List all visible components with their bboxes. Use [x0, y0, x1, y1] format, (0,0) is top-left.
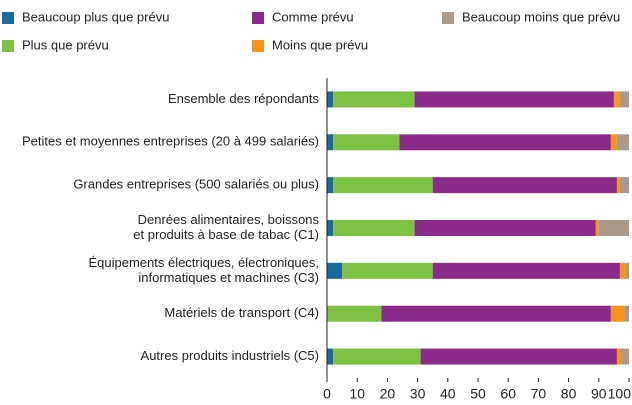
bar-segment: [621, 348, 629, 365]
y-tick-label: Petites et moyennes entreprises (20 à 49…: [22, 134, 319, 149]
bar-segment: [616, 348, 622, 365]
y-tick-label: Denrées alimentaires, boissons: [138, 212, 320, 227]
legend-swatch: [2, 12, 14, 24]
bar-segment: [625, 262, 629, 279]
legend-label: Beaucoup moins que prévu: [462, 9, 620, 24]
x-tick-label: 50: [470, 386, 486, 402]
bar-segment: [598, 220, 629, 236]
y-tick-label: Autres produits industriels (C5): [141, 348, 319, 363]
legend-swatch: [2, 40, 14, 52]
bar-segment: [613, 91, 620, 108]
x-tick-label: 90: [591, 386, 607, 402]
x-tick-label: 100: [608, 386, 632, 402]
x-tick-label: 0: [323, 386, 331, 402]
x-tick-label: 40: [440, 386, 456, 402]
legend-swatch: [252, 12, 264, 24]
bar-segment: [327, 220, 334, 236]
legend-label: Moins que prévu: [272, 37, 368, 52]
bar-segment: [333, 177, 433, 194]
bar-segment: [327, 305, 382, 322]
bar-segment: [595, 220, 599, 236]
bar-segment: [616, 134, 629, 151]
legend-swatch: [252, 40, 264, 52]
y-tick-label: Équipements électriques, électroniques,: [88, 255, 319, 270]
bar-segment: [327, 262, 343, 279]
bar-segment: [610, 305, 625, 322]
bar-segment: [333, 91, 415, 108]
bar-segment: [414, 91, 614, 108]
x-tick-label: 20: [380, 386, 396, 402]
bar-segment: [327, 91, 334, 108]
x-tick-label: 60: [500, 386, 516, 402]
bar-segment: [333, 348, 421, 365]
bar-segment: [619, 262, 626, 279]
bar-segment: [333, 220, 415, 236]
bar-segment: [327, 348, 334, 365]
bar-segment: [414, 220, 596, 236]
bar-segment: [619, 177, 629, 194]
bar-segment: [432, 177, 617, 194]
y-tick-label: Matériels de transport (C4): [164, 305, 319, 320]
bar-segment: [610, 134, 617, 151]
x-tick-label: 30: [410, 386, 426, 402]
bar-segment: [432, 262, 620, 279]
legend-label: Plus que prévu: [22, 37, 109, 52]
x-tick-label: 80: [561, 386, 577, 402]
bar-segment: [619, 91, 629, 108]
y-tick-label: informatiques et machines (C3): [138, 270, 319, 285]
x-tick-label: 70: [531, 386, 547, 402]
bar-segment: [616, 177, 620, 194]
bar-segment: [420, 348, 617, 365]
legend-label: Beaucoup plus que prévu: [22, 9, 169, 24]
y-tick-label: Grandes entreprises (500 salariés ou plu…: [73, 177, 319, 192]
x-tick-label: 10: [349, 386, 365, 402]
y-tick-label: Ensemble des répondants: [168, 91, 320, 106]
bar-segment: [333, 134, 400, 151]
y-tick-label: et produits à base de tabac (C1): [133, 227, 319, 242]
bar-segment: [624, 305, 629, 322]
bar-segment: [381, 305, 611, 322]
bar-segment: [327, 177, 334, 194]
bar-segment: [342, 262, 433, 279]
bar-segment: [399, 134, 611, 151]
legend-swatch: [442, 12, 454, 24]
legend-label: Comme prévu: [272, 9, 354, 24]
bar-segment: [327, 134, 334, 151]
